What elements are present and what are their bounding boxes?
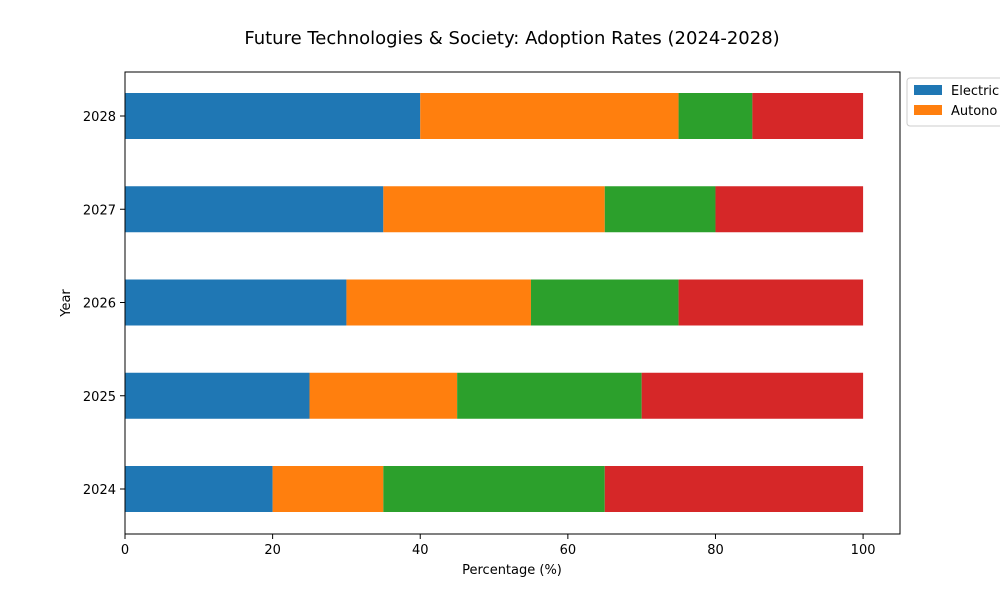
x-tick-label: 60 [560,543,577,558]
legend-swatch [914,105,942,115]
y-axis-label: Year [59,289,74,318]
y-tick-label: 2026 [83,297,116,312]
bar-segment-2024-0 [125,466,273,512]
bar-segment-2026-1 [346,279,531,326]
legend-label: Autono [951,104,997,119]
x-tick-label: 100 [851,543,876,558]
y-axis-ticks: 2024 2025 2026 2027 2028 [83,110,125,498]
x-tick-label: 80 [707,543,724,558]
bar-segment-2026-0 [125,279,347,326]
bar-segment-2024-3 [604,466,864,512]
bar-segment-2024-1 [272,466,384,512]
y-tick-label: 2024 [83,483,116,498]
bars-group [125,93,864,512]
bar-segment-2027-1 [383,186,605,233]
bar-segment-2027-0 [125,186,384,233]
bar-segment-2025-2 [457,372,642,419]
bar-segment-2025-1 [309,372,458,419]
chart-title: Future Technologies & Society: Adoption … [244,28,779,49]
bar-segment-2028-0 [125,93,421,139]
y-tick-label: 2028 [83,110,116,125]
bar-segment-2024-2 [383,466,605,512]
x-tick-label: 40 [412,543,429,558]
legend-swatch [914,85,942,95]
bar-segment-2028-2 [678,93,753,139]
x-axis-label: Percentage (%) [462,563,562,578]
bar-segment-2026-2 [530,279,679,326]
bar-segment-2028-1 [420,93,679,139]
bar-segment-2027-3 [715,186,864,233]
bar-segment-2025-3 [641,372,864,419]
legend-label: Electric [951,84,999,99]
bar-segment-2025-0 [125,372,310,419]
x-axis-ticks: 0 20 40 60 80 100 [121,534,876,558]
bar-segment-2026-3 [678,279,864,326]
y-tick-label: 2025 [83,390,116,405]
bar-segment-2027-2 [604,186,716,233]
x-tick-label: 20 [264,543,281,558]
bar-segment-2028-3 [752,93,864,139]
legend: Electric Autono [906,77,1000,127]
x-tick-label: 0 [121,543,129,558]
y-tick-label: 2027 [83,203,116,218]
